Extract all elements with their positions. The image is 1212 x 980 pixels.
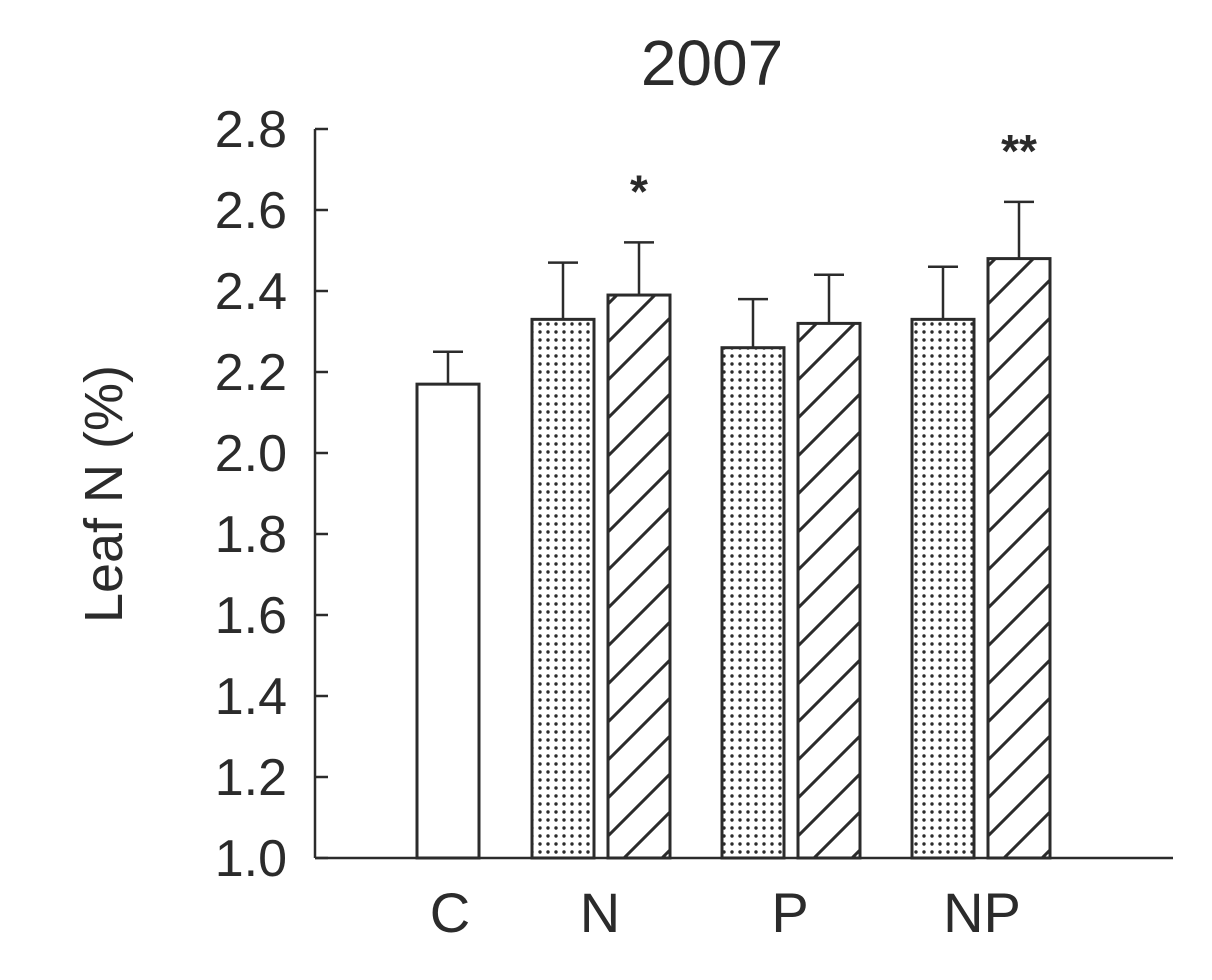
chart-title: 2007 bbox=[641, 27, 783, 99]
x-category-label: P bbox=[771, 881, 808, 944]
x-category-label: N bbox=[580, 881, 620, 944]
y-tick-label: 2.2 bbox=[215, 344, 287, 402]
y-tick-label: 1.8 bbox=[215, 506, 287, 564]
y-tick-label: 1.2 bbox=[215, 749, 287, 807]
y-tick-label: 1.0 bbox=[215, 830, 287, 888]
bar-N-hatched bbox=[606, 293, 672, 860]
y-tick-label: 2.0 bbox=[215, 425, 287, 483]
bar-C-open bbox=[415, 382, 481, 860]
y-tick-label: 1.4 bbox=[215, 668, 287, 726]
bar-N-dotted bbox=[530, 317, 596, 860]
x-category-label: C bbox=[430, 881, 470, 944]
bars-group: *** bbox=[415, 125, 1052, 860]
bar-NP-hatched bbox=[986, 257, 1052, 860]
y-tick-label: 2.6 bbox=[215, 182, 287, 240]
x-category-label: NP bbox=[943, 881, 1021, 944]
y-axis-label: Leaf N (%) bbox=[74, 365, 134, 623]
y-axis-ticks: 1.0 1.2 1.4 1.6 1.8 2.0 2.2 2.4 2.6 2.8 bbox=[215, 101, 328, 888]
y-tick-label: 2.8 bbox=[215, 101, 287, 159]
bar-P-hatched bbox=[796, 321, 862, 860]
y-tick-label: 2.4 bbox=[215, 263, 287, 321]
bar-P-dotted bbox=[720, 346, 786, 860]
y-tick-label: 1.6 bbox=[215, 587, 287, 645]
significance-annotation: ** bbox=[1001, 125, 1037, 177]
x-axis-category-labels: C N P NP bbox=[430, 881, 1021, 944]
significance-annotation: * bbox=[630, 165, 648, 217]
bar-NP-dotted bbox=[910, 317, 976, 860]
